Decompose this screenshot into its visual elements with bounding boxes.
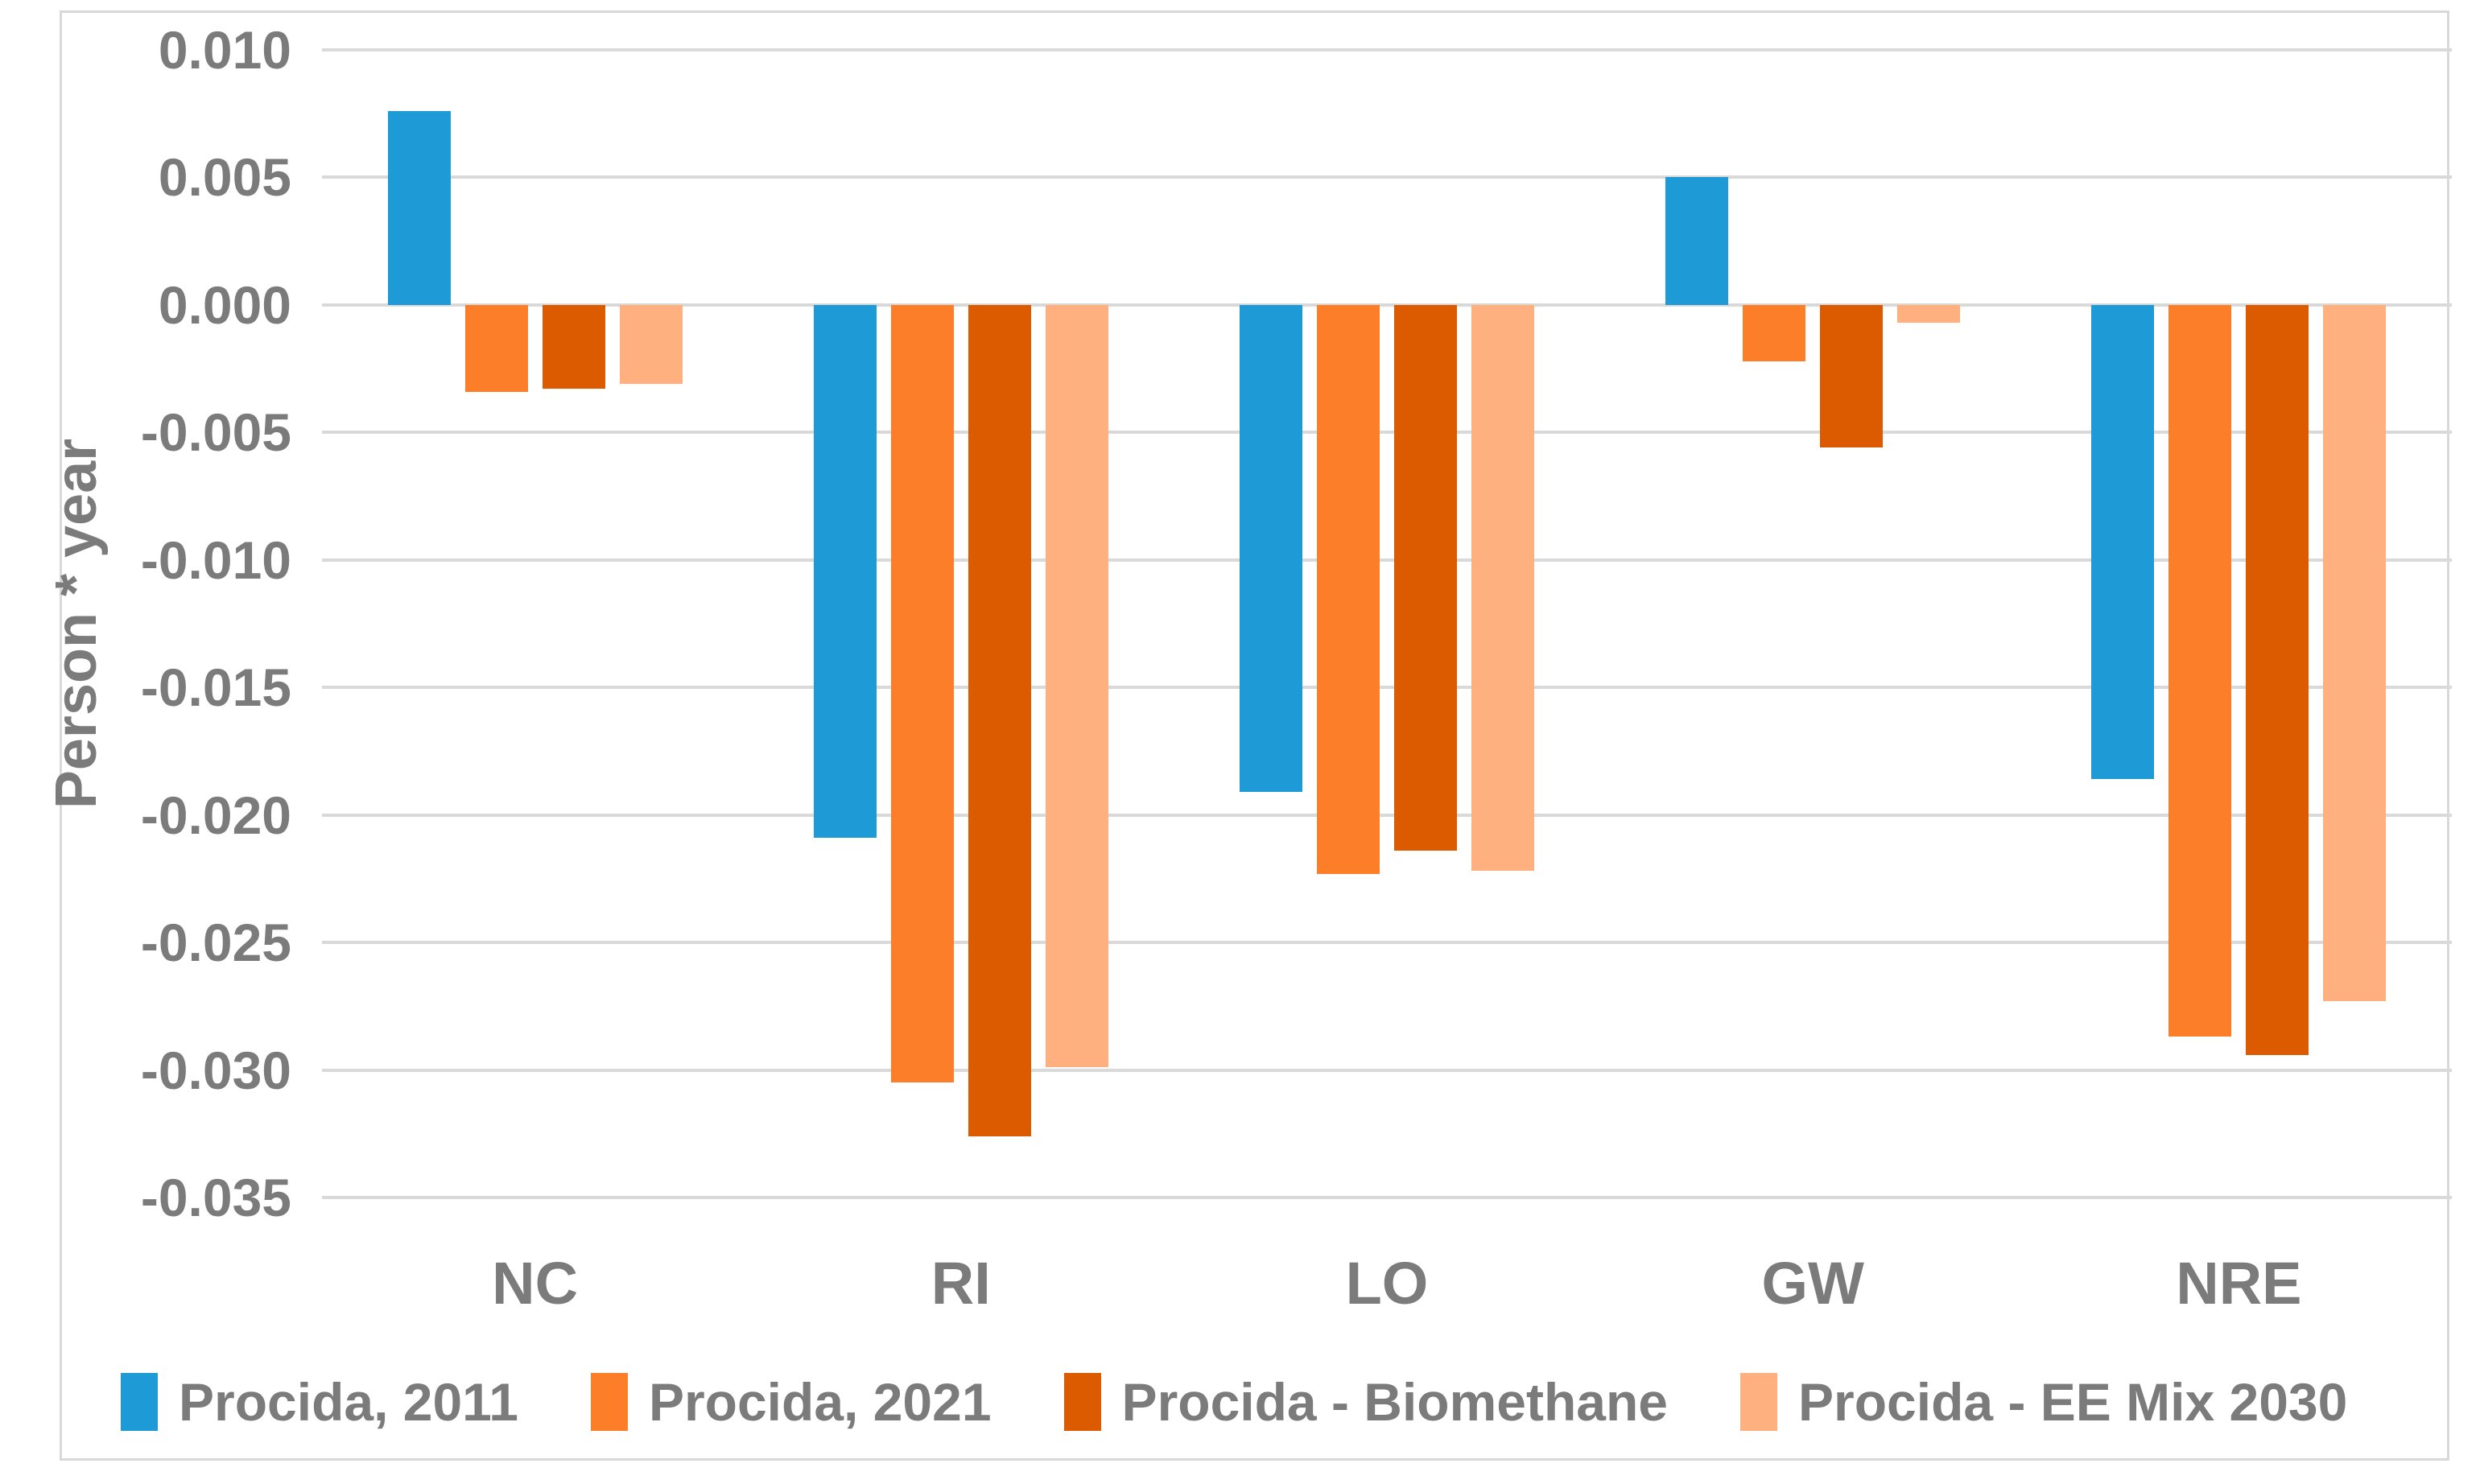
legend-label: Procida, 2011 (179, 1372, 518, 1432)
gridline (322, 48, 2452, 52)
x-category-label-RI: RI (931, 1250, 991, 1317)
legend-item: Procida - EE Mix 2030 (1740, 1371, 2347, 1432)
x-category-label-NC: NC (492, 1250, 579, 1317)
bar-RI-series-3 (1045, 304, 1108, 1068)
bar-NC-series-0 (387, 111, 451, 305)
x-category-label-NRE: NRE (2176, 1250, 2302, 1317)
bar-NRE-series-2 (2246, 304, 2309, 1055)
legend-label: Procida - EE Mix 2030 (1798, 1372, 2348, 1432)
bar-LO-series-3 (1471, 304, 1534, 872)
y-tick-label: 0.005 (158, 147, 291, 208)
gridline (322, 941, 2452, 945)
legend-swatch (590, 1373, 628, 1431)
bar-NRE-series-0 (2091, 304, 2155, 780)
legend: Procida, 2011 Procida, 2021 Procida - Biom… (121, 1363, 2347, 1441)
bar-GW-series-2 (1820, 304, 1884, 448)
bar-GW-series-1 (1743, 304, 1806, 361)
gridline (322, 558, 2452, 562)
plot-area (322, 48, 2452, 1199)
bar-RI-series-1 (890, 304, 954, 1083)
y-tick-label: -0.020 (140, 785, 291, 845)
bar-NC-series-3 (619, 304, 683, 385)
bar-NRE-series-3 (2323, 304, 2387, 1001)
bar-LO-series-2 (1394, 304, 1457, 851)
gridline (322, 431, 2452, 435)
gridline (322, 686, 2452, 690)
legend-swatch (1063, 1373, 1101, 1431)
bar-NRE-series-1 (2168, 304, 2232, 1037)
y-tick-label: -0.015 (140, 657, 291, 718)
x-category-label-LO: LO (1345, 1250, 1429, 1317)
y-axis-tick-labels: 0.010 0.005 0.000 -0.005 -0.010 -0.015 -0.020 -… (0, 0, 291, 1484)
bar-LO-series-1 (1317, 304, 1380, 874)
gridline (322, 303, 2452, 307)
y-tick-label: 0.010 (158, 20, 291, 80)
gridline (322, 175, 2452, 179)
legend-swatch (1740, 1373, 1778, 1431)
y-tick-label: -0.025 (140, 913, 291, 973)
y-tick-label: -0.030 (140, 1040, 291, 1100)
bar-NC-series-1 (464, 304, 528, 392)
gridline (322, 1068, 2452, 1072)
legend-label: Procida - Biomethane (1121, 1372, 1669, 1432)
y-tick-label: -0.005 (140, 402, 291, 463)
chart-border (60, 10, 2449, 1461)
legend-swatch (121, 1373, 158, 1431)
legend-item: Procida - Biomethane (1063, 1371, 1669, 1432)
bar-RI-series-0 (813, 304, 877, 839)
legend-label: Procida, 2021 (648, 1372, 992, 1432)
bar-RI-series-2 (968, 304, 1031, 1136)
bar-NC-series-2 (542, 304, 605, 390)
legend-item: Procida, 2011 (121, 1371, 518, 1432)
bar-GW-series-3 (1897, 304, 1961, 324)
gridline (322, 813, 2452, 817)
legend-item: Procida, 2021 (590, 1371, 992, 1432)
x-category-label-GW: GW (1761, 1250, 1864, 1317)
bar-GW-series-0 (1665, 177, 1729, 305)
gridline (322, 1196, 2452, 1199)
y-tick-label: -0.035 (140, 1168, 291, 1227)
y-tick-label: 0.000 (158, 274, 291, 335)
x-axis-category-labels: NC RI LO GW NRE (322, 1243, 2452, 1324)
y-tick-label: -0.010 (140, 530, 291, 590)
bar-LO-series-0 (1240, 304, 1302, 793)
